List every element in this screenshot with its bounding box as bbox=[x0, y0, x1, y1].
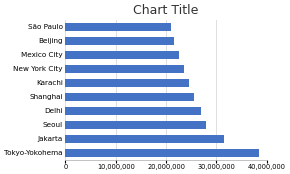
Bar bbox=[66, 65, 184, 73]
Bar bbox=[66, 93, 194, 101]
Bar bbox=[66, 121, 206, 129]
Bar bbox=[66, 37, 174, 45]
Bar bbox=[66, 79, 189, 86]
Bar bbox=[66, 23, 171, 31]
Bar bbox=[66, 51, 179, 59]
Bar bbox=[66, 107, 201, 114]
Title: Chart Title: Chart Title bbox=[133, 4, 199, 17]
Bar bbox=[66, 149, 259, 157]
Bar bbox=[66, 135, 224, 143]
